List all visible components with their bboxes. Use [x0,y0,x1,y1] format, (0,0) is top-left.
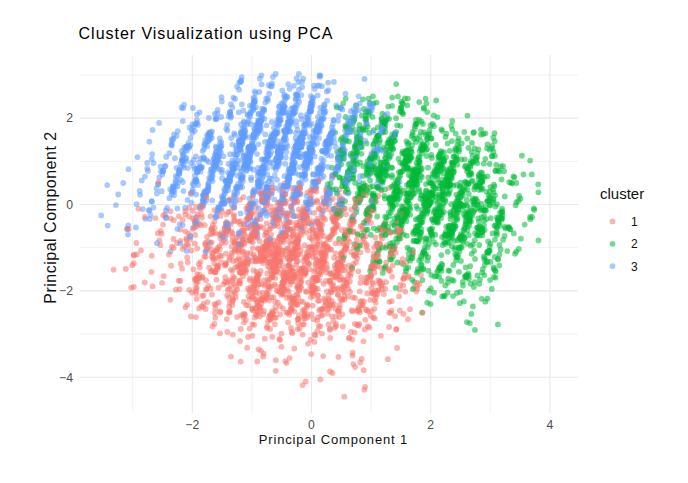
svg-text:4: 4 [547,418,554,432]
svg-text:−2: −2 [59,284,73,298]
svg-text:Principal Component 2: Principal Component 2 [42,131,59,303]
svg-text:2: 2 [631,237,638,251]
svg-text:0: 0 [308,418,315,432]
svg-text:2: 2 [66,111,73,125]
svg-text:−2: −2 [185,418,199,432]
svg-text:Principal Component 1: Principal Component 1 [259,432,408,447]
svg-text:3: 3 [631,260,638,274]
svg-text:0: 0 [66,198,73,212]
svg-text:1: 1 [631,215,638,229]
svg-text:cluster: cluster [600,185,644,202]
svg-text:2: 2 [427,418,434,432]
svg-text:Cluster Visualization using PC: Cluster Visualization using PCA [79,25,334,42]
svg-text:−4: −4 [59,371,73,385]
